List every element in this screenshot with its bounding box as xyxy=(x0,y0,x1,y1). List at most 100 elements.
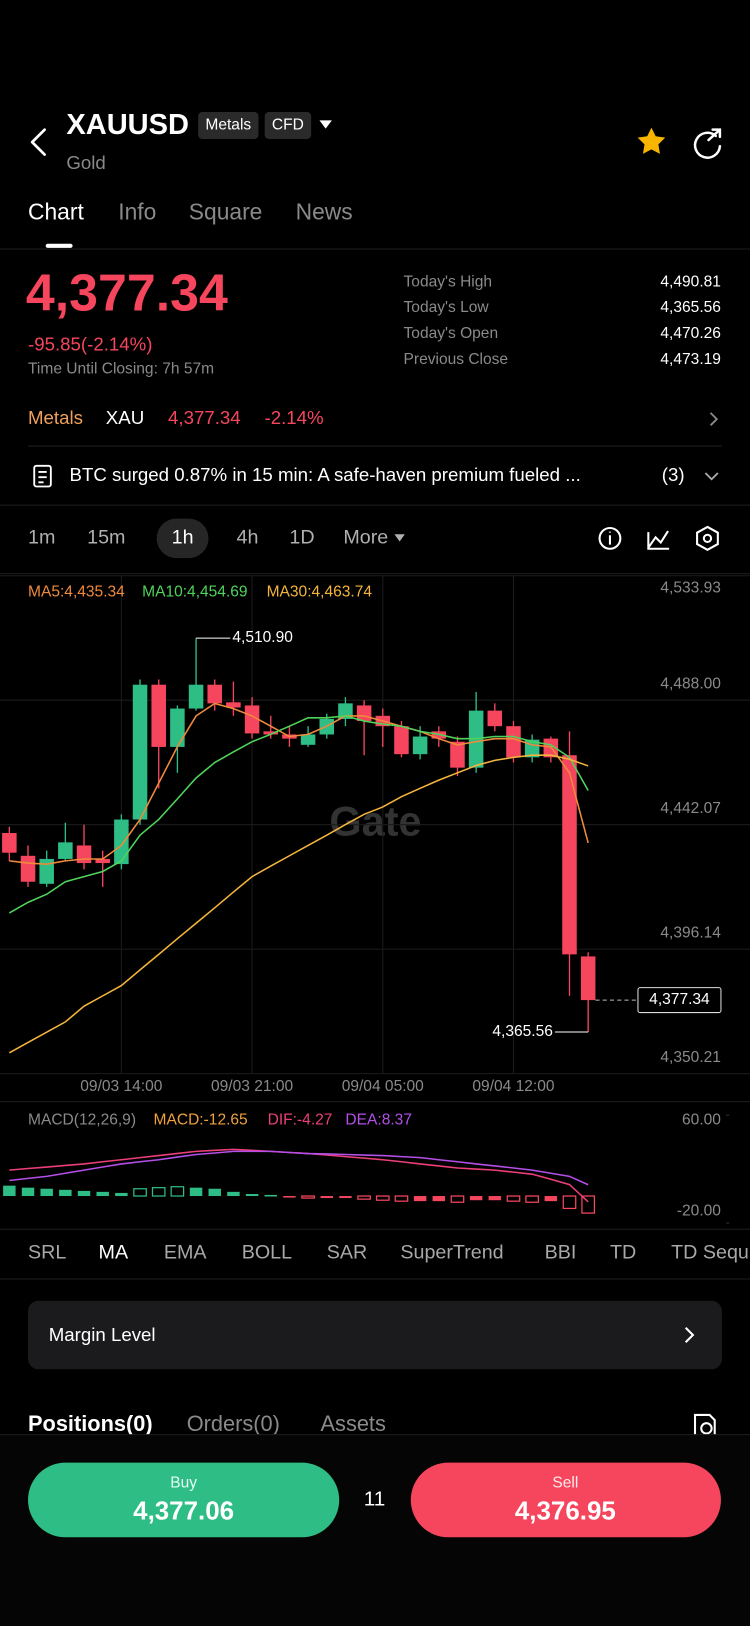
macd-legend: DEA:8.37 xyxy=(345,1111,412,1128)
macd-bar xyxy=(301,1195,315,1199)
candle-body xyxy=(450,741,465,768)
instrument-name: Gold xyxy=(66,152,105,173)
y-tick-label: 4,533.93 xyxy=(660,579,721,596)
macd-bar xyxy=(40,1188,53,1197)
tab[interactable]: Info xyxy=(118,199,156,225)
margin-level: Margin Level xyxy=(49,1324,156,1345)
margin-chevron xyxy=(684,1327,695,1344)
symbol-dropdown[interactable] xyxy=(319,120,332,129)
y-tick-label: 4,488.00 xyxy=(660,676,721,693)
account-tab[interactable]: Orders(0) xyxy=(187,1411,280,1436)
last-price-box xyxy=(637,987,722,1014)
interval[interactable]: 1m xyxy=(28,527,55,549)
x-tick-label: 09/04 05:00 xyxy=(342,1078,424,1095)
candle-body xyxy=(506,726,521,758)
indicator-tab[interactable]: BOLL xyxy=(242,1241,292,1263)
indicator-tab[interactable]: EMA xyxy=(164,1241,208,1263)
candle-body xyxy=(562,755,577,955)
indicator-tab[interactable]: SuperTrend xyxy=(400,1241,503,1263)
macd-bar xyxy=(488,1196,502,1201)
ma-legend: MA30:4,463.74 xyxy=(267,583,373,600)
indicator-tab[interactable]: SRL xyxy=(28,1241,66,1263)
price-change: -95.85(-2.14%) xyxy=(28,333,152,354)
info-icon[interactable] xyxy=(598,526,622,550)
x-tick-label: 09/03 21:00 xyxy=(211,1078,293,1095)
history-icon[interactable] xyxy=(693,1413,716,1438)
tab[interactable]: Chart xyxy=(28,199,84,225)
indicator-tab[interactable]: TD Sequ xyxy=(671,1241,749,1263)
favorite-star[interactable] xyxy=(637,127,666,154)
watermark: Gate xyxy=(329,798,421,845)
candle-body xyxy=(20,855,36,882)
active-tab-indicator xyxy=(45,243,73,248)
chart-tools xyxy=(598,525,719,551)
active-interval-pill xyxy=(156,518,209,559)
news-icon-lines xyxy=(38,471,47,484)
indicator-tab[interactable]: MA xyxy=(99,1241,129,1263)
macd-bar xyxy=(170,1186,185,1197)
stat-label: Today's Open xyxy=(404,325,499,342)
interval[interactable]: More xyxy=(343,527,388,549)
buy-label: Buy xyxy=(170,1474,197,1491)
stat-value: 4,365.56 xyxy=(660,299,721,316)
buy-button[interactable] xyxy=(28,1462,340,1538)
margin-level-card[interactable] xyxy=(28,1300,722,1370)
indicator-icon[interactable] xyxy=(647,530,670,550)
badge-label: CFD xyxy=(272,117,304,134)
candle-body xyxy=(207,684,222,704)
candle-body xyxy=(2,832,17,853)
history-icon-clock xyxy=(700,1422,713,1435)
account-tab[interactable]: Positions(0) xyxy=(28,1411,153,1436)
macd-bar xyxy=(506,1195,521,1202)
ma-legend: MA5:4,435.34 xyxy=(28,583,125,600)
macd-bar xyxy=(189,1187,203,1197)
news-headline[interactable]: BTC surged 0.87% in 15 min: A safe-haven… xyxy=(70,464,581,485)
macd-bar xyxy=(283,1196,296,1198)
news-icon-page xyxy=(33,464,52,488)
candle-body xyxy=(487,710,503,727)
tab[interactable]: News xyxy=(296,199,353,225)
badge xyxy=(264,112,312,140)
indicator-tab[interactable]: BBI xyxy=(545,1241,577,1263)
candle-body xyxy=(95,858,110,864)
macd-bar xyxy=(413,1196,427,1202)
ma-line xyxy=(8,715,589,914)
macd-bar xyxy=(394,1195,409,1202)
macd-bar xyxy=(151,1187,166,1197)
interval[interactable]: 1D xyxy=(289,527,314,549)
share-arrow xyxy=(707,128,722,142)
macd-bar xyxy=(3,1185,16,1197)
ticker-chevron[interactable] xyxy=(709,412,719,426)
candle-body xyxy=(132,684,148,820)
news-count: (3) xyxy=(662,464,685,485)
news-expand[interactable] xyxy=(704,472,719,481)
interval[interactable]: 1h xyxy=(172,527,194,549)
candle-body xyxy=(188,684,204,709)
high-marker-label: 4,510.90 xyxy=(232,629,293,646)
account-tab[interactable]: Assets xyxy=(321,1411,386,1436)
candle-body xyxy=(338,703,353,719)
macd-bar xyxy=(96,1191,109,1197)
macd-bar xyxy=(432,1196,446,1202)
interval[interactable]: 4h xyxy=(237,527,259,549)
macd-legend: DIF:-4.27 xyxy=(268,1111,333,1128)
settings-icon[interactable] xyxy=(696,525,719,551)
share-arc xyxy=(693,131,722,159)
sell-button[interactable] xyxy=(410,1462,721,1538)
interval[interactable]: 15m xyxy=(87,527,125,549)
stat-value: 4,473.19 xyxy=(660,351,721,368)
macd-bar xyxy=(208,1188,221,1197)
macd-legend: MACD:-12.65 xyxy=(154,1111,248,1128)
asset-price: 4,377.34 xyxy=(168,407,241,428)
share-button[interactable] xyxy=(693,128,722,159)
more-dropdown xyxy=(394,534,405,542)
macd-bar xyxy=(77,1190,91,1197)
asset: XAU xyxy=(106,407,144,428)
y-tick-label: 4,350.21 xyxy=(660,1049,721,1066)
indicator-tab[interactable]: TD xyxy=(610,1241,636,1263)
macd-bar xyxy=(21,1187,35,1197)
indicator-tab[interactable]: SAR xyxy=(327,1241,367,1263)
tab[interactable]: Square xyxy=(189,199,263,225)
macd-bar xyxy=(59,1189,72,1197)
back-button[interactable] xyxy=(30,128,46,156)
